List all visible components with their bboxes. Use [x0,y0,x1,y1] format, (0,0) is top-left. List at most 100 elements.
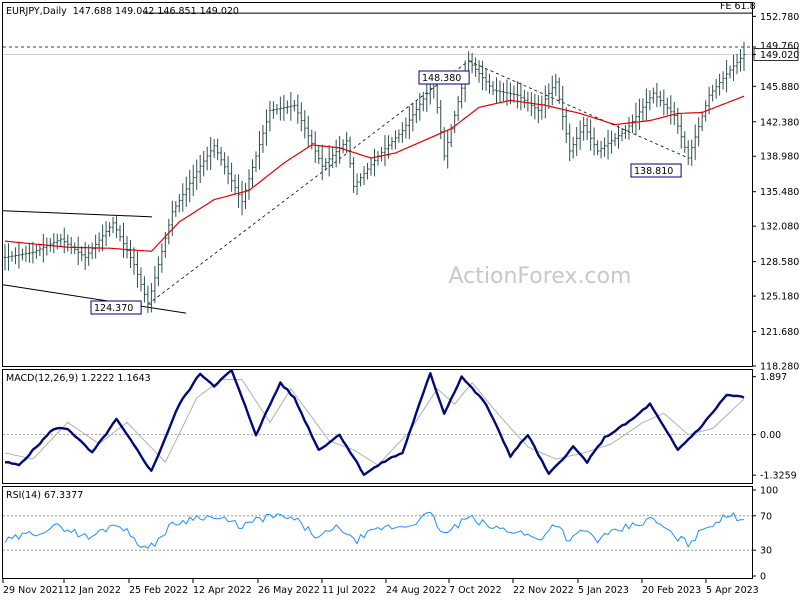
price-bar [3,244,7,271]
price-bar [6,243,10,271]
macd-tick-label: 1.897 [760,372,787,383]
price-bar [693,124,697,161]
price-bar [233,174,237,195]
price-bar [139,267,143,292]
price-bar [31,241,35,264]
price-bar [296,94,300,124]
price-bar [533,93,537,120]
low-label-138-810-box [630,163,682,178]
price-bar [219,146,223,166]
price-bar [373,148,376,177]
price-bar [94,234,98,259]
price-bar [202,150,206,177]
price-bar [501,82,505,102]
price-bar [80,246,84,261]
macd-tick-label: -1.3259 [760,471,797,482]
price-bar [292,100,296,112]
time-tick-label: 12 Apr 2022 [193,585,252,596]
price-bar [641,98,645,121]
time-tick-label: 12 Jan 2022 [64,585,121,596]
price-bar [613,132,617,147]
price-bar [383,135,387,167]
price-bar [177,193,181,213]
price-bar [27,243,31,263]
price-bar [352,157,356,193]
price-bar [244,182,248,209]
price-bar [575,127,579,156]
price-bar [735,53,739,75]
moving-average-line [4,95,745,252]
price-bar [146,285,150,313]
rsi-tick-label: 30 [760,546,772,557]
price-bar [665,97,669,115]
time-tick-label: 5 Apr 2023 [706,585,759,596]
price-bar [603,137,607,157]
price-bar [557,77,561,104]
price-bar [491,81,495,96]
price-bar [313,131,317,163]
price-bar [739,49,743,72]
macd-title: MACD(12,26,9) 1.2222 1.1643 [6,373,151,384]
price-bar [250,159,254,187]
price-bar [630,114,634,133]
price-bar [97,232,101,253]
price-tick-label: 125.180 [760,292,799,303]
price-bar [226,156,230,185]
price-bar [648,90,652,111]
price-bar [188,169,192,203]
price-bar [306,115,310,149]
price-bar [355,173,359,196]
time-tick-label: 20 Feb 2023 [642,585,701,596]
price-bar [289,92,293,121]
low-label-138-810: 138.810 [634,166,673,177]
price-tick-label: 121.680 [760,327,799,338]
price-bar [38,243,42,257]
price-tick-label: 128.580 [760,257,799,268]
price-bar [195,159,199,190]
price-bar [714,79,718,99]
time-tick-label: 7 Oct 2022 [449,585,502,596]
price-levels [3,12,752,55]
price-bar [20,248,24,261]
price-bar [561,85,565,130]
fall-projection-line [468,60,689,159]
price-bar [66,234,70,252]
rsi-panel-frame [2,486,753,579]
price-tick-label: 145.880 [760,82,799,93]
price-bar [320,144,324,181]
price-bar [589,119,593,151]
price-bar [679,114,683,149]
price-bar [41,233,45,263]
low-label-124-370: 124.370 [94,303,133,314]
price-bar [495,77,499,104]
price-bar [149,282,153,313]
price-bar [418,93,422,121]
price-bar [411,103,415,132]
price-bar [160,243,164,273]
price-bar [470,52,474,74]
rise-projection-line [147,60,469,305]
price-bar [414,101,418,124]
price-bar [303,110,307,139]
price-bar [142,276,146,303]
price-bar [317,145,321,164]
rsi-tick-label: 0 [760,572,766,583]
rsi-tick-label: 70 [760,511,772,522]
high-label-148-380: 148.380 [422,73,461,84]
price-bar [474,57,478,77]
price-bar [488,73,492,94]
price-bar [637,98,641,130]
price-bar [90,242,94,260]
time-tick-label: 25 Feb 2022 [129,585,188,596]
price-bar [651,87,655,104]
price-bar [254,151,258,173]
price-bar [623,124,627,139]
macd-line [4,369,745,476]
price-bar [111,216,115,234]
macd-tick-label: 0.00 [760,430,781,441]
price-bar [334,139,338,168]
price-bar [554,73,558,96]
price-bar [519,82,523,111]
high-label-148-380-box [418,70,470,85]
